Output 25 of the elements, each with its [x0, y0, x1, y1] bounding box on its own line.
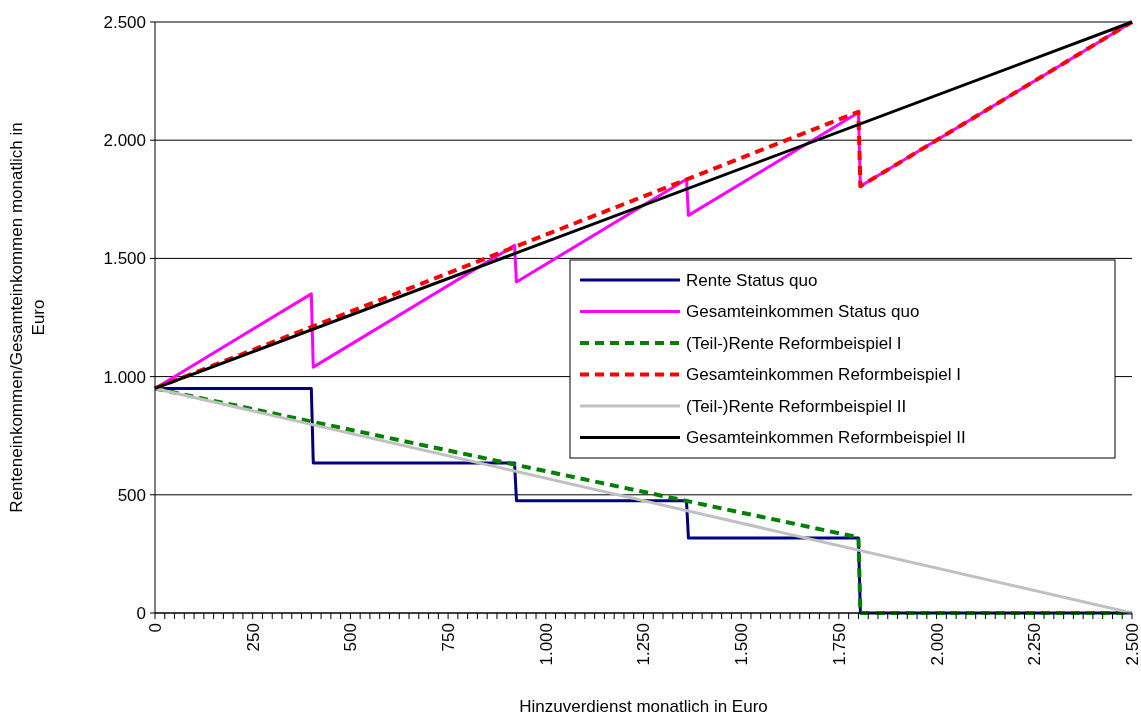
- legend-label: Gesamteinkommen Reformbeispiel II: [686, 428, 966, 448]
- x-tick-label: 750: [439, 623, 459, 652]
- legend-label: Gesamteinkommen Status quo: [686, 302, 920, 322]
- y-tick-label: 1.000: [103, 367, 146, 387]
- y-tick-label: 2.000: [103, 131, 146, 151]
- x-axis-title: Hinzuverdienst monatlich in Euro: [519, 697, 768, 716]
- legend-label: (Teil-)Rente Reformbeispiel II: [686, 396, 907, 416]
- y-tick-label: 2.500: [103, 12, 146, 32]
- legend-label: Gesamteinkommen Reformbeispiel I: [686, 365, 961, 385]
- y-tick-label: 500: [117, 485, 146, 505]
- x-tick-label: 250: [243, 623, 263, 652]
- x-tick-label: 1.750: [829, 623, 849, 666]
- x-tick-label: 0: [145, 623, 165, 633]
- legend-label: (Teil-)Rente Reformbeispiel I: [686, 333, 902, 353]
- y-tick-label: 0: [136, 603, 146, 623]
- y-tick-label: 1.500: [103, 249, 146, 269]
- legend-label: Rente Status quo: [686, 270, 818, 290]
- x-tick-label: 2.250: [1025, 623, 1045, 666]
- x-tick-label: 1.000: [536, 623, 556, 666]
- x-tick-label: 500: [341, 623, 361, 652]
- x-tick-label: 2.000: [927, 623, 947, 666]
- x-tick-label: 1.250: [634, 623, 654, 666]
- x-tick-label: 1.500: [732, 623, 752, 666]
- y-axis-title: Renteneinkommen/Gesamteinkommen monatlich in Euro: [7, 122, 48, 513]
- x-tick-label: 2.500: [1122, 623, 1141, 666]
